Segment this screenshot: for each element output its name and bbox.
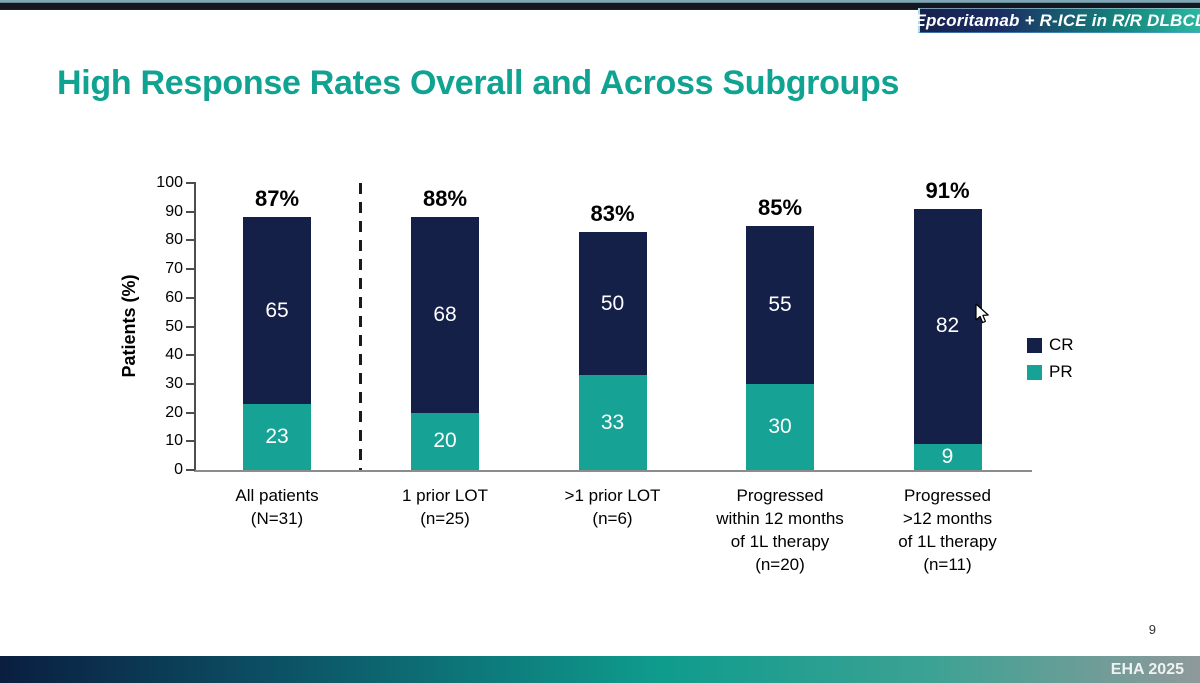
legend-item-pr: PR — [1027, 362, 1074, 382]
y-tick-label: 60 — [165, 288, 183, 306]
pr-value-label: 9 — [941, 445, 954, 469]
header-badge: Epcoritamab + R-ICE in R/R DLBCL — [914, 8, 1200, 33]
y-tick-label: 80 — [165, 231, 183, 249]
pr-value-label: 33 — [600, 410, 625, 434]
y-tick-mark — [186, 296, 195, 299]
bottom-bar: EHA 2025 — [0, 656, 1200, 683]
y-tick-label: 0 — [174, 461, 183, 478]
y-tick-mark — [186, 354, 195, 357]
bar-segment-pr: 20 — [411, 412, 479, 470]
total-percent-label: 88% — [422, 186, 468, 212]
total-percent-label: 91% — [925, 177, 970, 203]
y-tick-label: 50 — [165, 317, 183, 335]
y-tick-mark — [186, 382, 195, 385]
y-tick-label: 30 — [165, 374, 183, 392]
dashed-separator-line — [359, 183, 362, 470]
y-tick-mark — [186, 239, 195, 242]
pr-value-label: 23 — [265, 424, 289, 448]
y-tick-mark — [186, 182, 195, 184]
legend-label-cr: CR — [1049, 335, 1074, 354]
header-badge-label: Epcoritamab + R-ICE in R/R DLBCL — [914, 10, 1200, 30]
x-category-label: Progressed >12 months of 1L therapy (n=1… — [898, 486, 997, 575]
bar-segment-pr: 33 — [578, 375, 647, 470]
bar-segment-cr: 68 — [411, 217, 479, 413]
pr-value-label: 30 — [768, 414, 792, 438]
y-tick-mark — [186, 210, 195, 213]
y-tick-label: 90 — [165, 202, 183, 220]
y-tick-mark — [186, 325, 195, 328]
legend-swatch-pr — [1027, 364, 1042, 380]
x-category-label: 1 prior LOT (n=25) — [402, 486, 488, 529]
legend-item-cr: CR — [1027, 335, 1074, 355]
total-percent-label: 83% — [590, 200, 635, 226]
cr-value-label: 55 — [768, 292, 792, 316]
cr-value-label: 68 — [433, 303, 457, 327]
y-tick-mark — [186, 440, 195, 443]
x-category-label: Progressed within 12 months of 1L therap… — [716, 486, 844, 575]
slide-title: High Response Rates Overall and Across S… — [57, 64, 900, 102]
y-tick-mark — [186, 469, 195, 471]
pr-value-label: 20 — [433, 429, 457, 453]
legend: CR PR — [1027, 335, 1074, 389]
bar-segment-pr: 30 — [746, 383, 814, 470]
y-tick-label: 70 — [165, 260, 183, 278]
bar-segment-cr: 65 — [243, 217, 311, 404]
bar-segment-pr: 23 — [243, 403, 311, 470]
bar-segment-pr: 9 — [913, 444, 982, 470]
cr-value-label: 65 — [265, 298, 289, 322]
y-tick-mark — [186, 268, 195, 271]
x-category-label: >1 prior LOT (n=6) — [564, 486, 661, 529]
legend-label-pr: PR — [1049, 362, 1073, 381]
y-tick-mark — [186, 411, 195, 414]
conference-label: EHA 2025 — [1110, 660, 1184, 678]
page-number: 9 — [1148, 622, 1156, 637]
y-tick-label: 40 — [165, 346, 183, 364]
cr-value-label: 82 — [935, 314, 960, 338]
total-percent-label: 87% — [254, 186, 300, 212]
top-decoration-strip — [0, 0, 1200, 10]
y-tick-label: 10 — [165, 432, 183, 450]
y-tick-label: 100 — [156, 174, 183, 191]
legend-swatch-cr — [1027, 337, 1042, 353]
bar-segment-cr: 50 — [578, 231, 647, 376]
mouse-cursor-icon — [975, 303, 989, 324]
cr-value-label: 50 — [600, 291, 625, 315]
bar-segment-cr: 55 — [746, 226, 814, 384]
bar-segment-cr: 82 — [913, 208, 982, 445]
x-axis-line — [194, 470, 1032, 472]
x-category-label: All patients (N=31) — [235, 486, 319, 529]
y-tick-label: 20 — [165, 403, 183, 421]
total-percent-label: 85% — [757, 195, 803, 221]
y-axis-line — [194, 182, 196, 472]
